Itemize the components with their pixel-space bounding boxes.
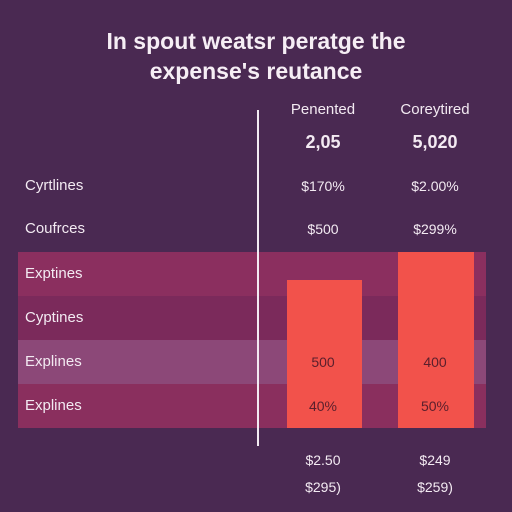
row-cell: $299% bbox=[413, 221, 457, 237]
bar bbox=[398, 252, 474, 428]
row-cell: $170% bbox=[301, 178, 345, 194]
row-label: Cyrtlines bbox=[25, 177, 84, 194]
column-total: 2,05 bbox=[305, 132, 341, 152]
column-header: Penented bbox=[290, 101, 356, 118]
row-label: Coufrces bbox=[25, 220, 86, 237]
row-label: Explines bbox=[25, 397, 82, 414]
row-cell: $500 bbox=[307, 221, 339, 237]
row-cell: 400 bbox=[423, 354, 447, 370]
row-label: Cyptines bbox=[25, 309, 84, 326]
divider bbox=[257, 110, 259, 446]
title-line: expense's reutance bbox=[149, 58, 363, 84]
row-cell: 500 bbox=[311, 354, 335, 370]
row-label: Explines bbox=[25, 353, 82, 370]
footer-cell: $2.50 bbox=[305, 452, 341, 468]
column-total: 5,020 bbox=[412, 132, 458, 152]
column-header: Coreytired bbox=[400, 101, 470, 118]
row-cell: 40% bbox=[308, 398, 338, 414]
row-label: Exptines bbox=[25, 265, 83, 282]
row-cell: $2.00% bbox=[411, 178, 459, 194]
bar bbox=[287, 280, 362, 428]
footer-cell: $259) bbox=[417, 479, 453, 495]
footer-cell: $249 bbox=[419, 452, 451, 468]
title-line: In spout weatsr peratge the bbox=[106, 28, 406, 54]
footer-cell: $295) bbox=[305, 479, 341, 495]
row-cell: 50% bbox=[420, 398, 450, 414]
